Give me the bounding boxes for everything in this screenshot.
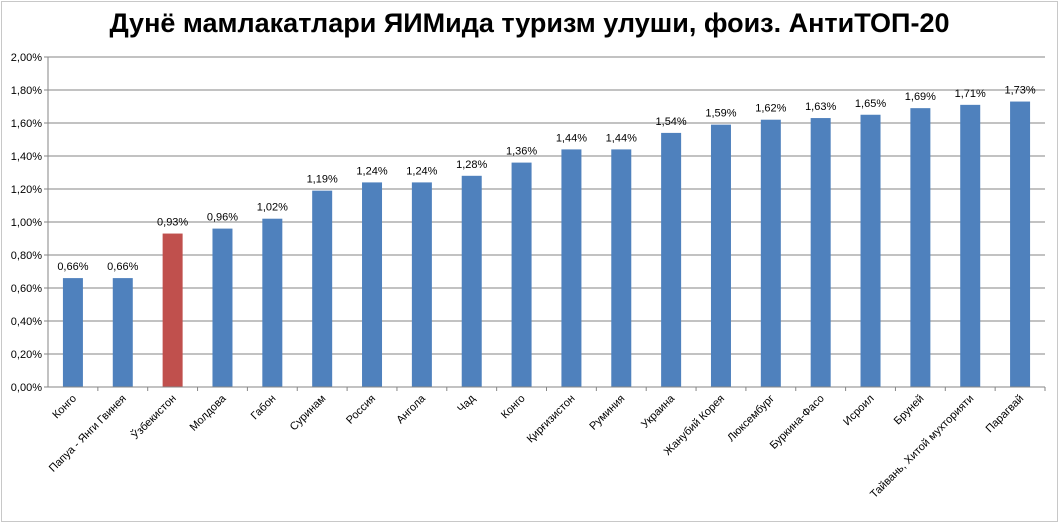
y-tick-label: 2,00% [11, 52, 42, 64]
y-tick-label: 0,60% [11, 283, 42, 295]
data-label: 1,59% [705, 108, 736, 120]
y-tick-label: 1,20% [11, 184, 42, 196]
bar [112, 278, 133, 387]
data-label: 1,36% [506, 146, 537, 158]
data-label: 1,24% [356, 165, 387, 177]
data-label: 1,24% [406, 165, 437, 177]
bar [760, 119, 781, 387]
bar [461, 175, 482, 387]
data-label: 1,63% [805, 101, 836, 113]
bar [62, 278, 83, 387]
x-tick-label: Россия [344, 393, 378, 427]
x-tick-label: Габон [249, 393, 279, 423]
bar [511, 162, 532, 387]
data-label: 1,19% [307, 174, 338, 186]
bar [910, 108, 931, 388]
data-label: 1,44% [556, 132, 587, 144]
bar [262, 218, 283, 387]
x-tick-label: Конго [499, 393, 528, 422]
x-tick-label: Парагвай [984, 393, 1027, 436]
y-tick-label: 1,40% [11, 151, 42, 163]
data-label: 1,02% [257, 202, 288, 214]
bar [661, 132, 682, 387]
x-tick-label: Буркина-Фасо [768, 393, 827, 452]
data-label: 1,54% [656, 116, 687, 128]
y-tick-label: 0,40% [11, 316, 42, 328]
data-label: 1,28% [456, 159, 487, 171]
data-label: 0,66% [107, 261, 138, 273]
x-tick-label: Суринам [288, 393, 329, 434]
bar [411, 182, 432, 387]
y-tick-label: 1,80% [11, 85, 42, 97]
chart-title: Дунё мамлакатлари ЯИМида туризм улуши, ф… [109, 8, 950, 38]
bar [312, 190, 333, 387]
bar [710, 124, 731, 388]
x-tick-label: Люксембург [725, 393, 777, 445]
data-label: 1,44% [606, 132, 637, 144]
data-label: 1,71% [955, 88, 986, 100]
y-tick-label: 0,20% [11, 349, 42, 361]
bar [1010, 101, 1031, 388]
x-tick-label: Чад [455, 392, 478, 415]
data-label: 0,93% [157, 217, 188, 229]
x-tick-label: Молдова [188, 392, 230, 434]
y-tick-label: 1,60% [11, 118, 42, 130]
x-tick-label: Руминия [587, 393, 627, 433]
x-tick-label: Ангола [394, 392, 428, 426]
x-tick-label: Қирғизистон [525, 393, 578, 446]
bar [960, 104, 981, 387]
y-tick-label: 0,00% [11, 382, 42, 394]
y-tick-label: 1,00% [11, 217, 42, 229]
x-tick-label: Тайвань, Хитой мухторияти [868, 393, 976, 501]
data-label: 1,65% [855, 98, 886, 110]
data-label: 1,73% [1004, 85, 1035, 97]
x-tick-label: Исроил [841, 393, 877, 429]
bar [212, 228, 233, 387]
x-tick-label: Ўзбекистон [129, 392, 179, 442]
bar [561, 149, 582, 387]
bar [162, 233, 183, 387]
bar [810, 118, 831, 388]
data-label: 1,69% [905, 91, 936, 103]
x-tick-label: Украина [639, 392, 678, 431]
x-tick-label: Бруней [892, 393, 927, 428]
data-label: 0,96% [207, 212, 238, 224]
x-tick-label: Конго [50, 393, 79, 422]
data-label: 0,66% [57, 261, 88, 273]
bar [362, 182, 383, 387]
bar [860, 114, 881, 387]
bar [611, 149, 632, 387]
data-label: 1,62% [755, 103, 786, 115]
y-tick-label: 0,80% [11, 250, 42, 262]
